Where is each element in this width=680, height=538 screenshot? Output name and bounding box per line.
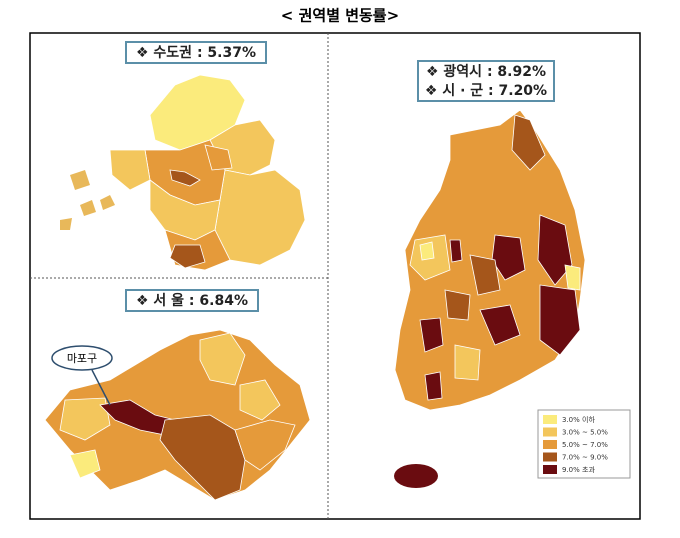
legend-label: 5.0% ~ 7.0% xyxy=(562,441,608,449)
capital-label: ❖ 수도권 : 5.37% xyxy=(136,45,256,61)
jeju xyxy=(394,464,438,488)
callout-arrow xyxy=(91,369,111,406)
nation-label: ❖ 시 · 군 : 7.20% xyxy=(425,83,547,99)
label-box xyxy=(125,289,259,312)
legend-label: 3.0% 이하 xyxy=(562,415,595,424)
seoul-map xyxy=(44,329,311,501)
label-box xyxy=(417,60,555,102)
legend-swatch xyxy=(543,452,557,462)
legend-swatch xyxy=(543,427,557,437)
nation-map xyxy=(394,109,586,488)
legend-swatch xyxy=(543,465,557,474)
capital-map xyxy=(60,74,306,271)
legend-label: 7.0% ~ 9.0% xyxy=(562,454,608,462)
frame xyxy=(29,32,641,520)
nation-label: ❖ 광역시 : 8.92% xyxy=(426,63,546,80)
legend-label: 9.0% 초과 xyxy=(562,465,595,474)
legend-swatch xyxy=(543,440,557,449)
seoul-label: ❖ 서 울 : 6.84% xyxy=(136,292,248,309)
label-box xyxy=(125,41,267,64)
legend-swatch xyxy=(543,415,557,424)
legend: 3.0% 이하 3.0% ~ 5.0% 5.0% ~ 7.0% 7.0% ~ 9.0%… xyxy=(537,409,631,479)
callout xyxy=(51,345,113,371)
callout-label: 마포구 xyxy=(67,352,97,365)
legend-label: 3.0% ~ 5.0% xyxy=(562,429,608,437)
title: < 권역별 변동률> xyxy=(281,7,399,25)
island xyxy=(60,170,115,230)
